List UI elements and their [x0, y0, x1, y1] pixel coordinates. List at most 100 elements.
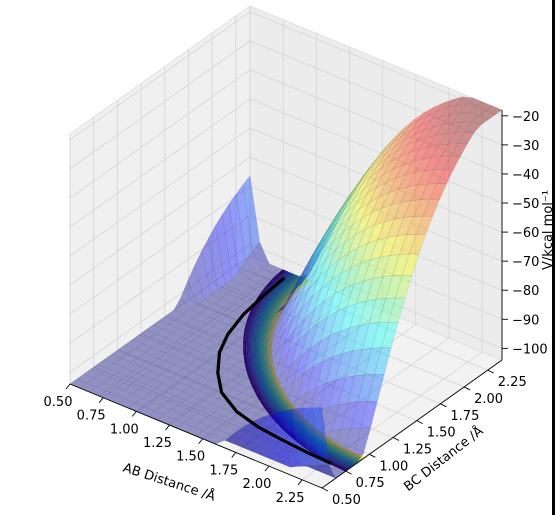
surface-patch	[396, 134, 414, 152]
contour-line	[262, 276, 360, 463]
contour-line	[263, 277, 361, 462]
surface-patch	[303, 249, 321, 277]
surface-patch	[295, 425, 313, 435]
surface-patch	[331, 197, 349, 224]
surface-patch	[259, 418, 277, 428]
contour-line	[257, 274, 356, 465]
surface-patch	[475, 101, 493, 112]
surface-patch	[293, 346, 312, 382]
surface-patch	[435, 122, 453, 136]
surface-patch	[208, 389, 226, 399]
surface-patch	[183, 308, 201, 319]
surface-patch	[273, 408, 291, 418]
surface-patch	[234, 392, 252, 402]
y-tick-label: 1.25	[403, 442, 432, 457]
surface-patch	[348, 374, 366, 404]
surface-patch	[349, 173, 367, 198]
surface-patch	[252, 314, 270, 324]
energy-surface	[69, 96, 503, 479]
surface-patch	[415, 215, 434, 235]
surface-patch	[227, 342, 245, 353]
surface-patch	[256, 409, 274, 419]
surface-patch	[451, 111, 470, 124]
surface-patch	[336, 283, 355, 312]
surface-patch	[448, 103, 467, 116]
y-tick	[440, 403, 447, 408]
grid-z-left	[69, 244, 251, 373]
surface-patch	[250, 445, 269, 456]
y-tick-label: 2.25	[498, 375, 527, 390]
surface-patch	[375, 275, 393, 300]
surface-patch	[294, 267, 312, 290]
surface-patch	[206, 303, 225, 313]
y-axis-line	[321, 359, 503, 489]
surface-patch	[210, 343, 229, 354]
surface-patch	[142, 370, 161, 380]
surface-patch	[417, 169, 435, 186]
surface-patch	[255, 377, 273, 388]
surface-patch	[266, 332, 284, 365]
surface-patch	[180, 280, 198, 310]
surface-patch	[276, 318, 294, 354]
surface-patch	[285, 421, 304, 431]
surface-patch	[385, 274, 403, 299]
surface-patch	[446, 96, 464, 109]
y-tick-label: 0.75	[356, 476, 385, 491]
surface-patch	[237, 401, 255, 411]
surface-patch	[339, 202, 357, 227]
surface-patch	[116, 367, 135, 377]
surface-patch	[301, 248, 318, 279]
surface-patch	[220, 347, 238, 358]
surface-patch	[196, 299, 215, 309]
surface-patch	[432, 114, 450, 128]
surface-patch	[321, 211, 339, 239]
surface-patch	[134, 397, 153, 408]
x-tick	[231, 452, 237, 458]
surface-patch	[288, 317, 306, 351]
surface-patch	[224, 388, 243, 398]
surface-patch	[284, 278, 302, 311]
surface-patch	[192, 367, 211, 377]
surface-patch	[346, 280, 364, 308]
surface-patch	[249, 305, 268, 315]
surface-patch	[417, 106, 435, 122]
surface-patch	[306, 240, 324, 270]
grid-y-floor	[188, 299, 441, 405]
surface-patch	[280, 295, 298, 329]
surface-patch	[418, 135, 436, 150]
surface-patch	[377, 219, 395, 241]
surface-patch	[396, 216, 414, 237]
surface-patch	[461, 111, 479, 123]
surface-patch	[291, 264, 309, 296]
surface-patch	[407, 112, 425, 129]
surface-patch	[250, 391, 269, 401]
surface-patch	[305, 287, 323, 318]
surface-patch	[239, 355, 258, 366]
surface-patch	[375, 168, 394, 189]
surface-patch	[419, 183, 438, 200]
surface-patch	[374, 347, 392, 375]
grid-z-right	[249, 40, 503, 146]
surface-patch	[226, 365, 244, 376]
surface-patch	[237, 292, 255, 302]
surface-patch	[354, 347, 373, 376]
x-tick-label: 1.75	[209, 463, 238, 478]
surface-patch	[248, 382, 266, 392]
surface-patch	[360, 401, 378, 429]
contour-line	[268, 279, 364, 460]
surface-patch	[173, 297, 191, 315]
surface-patch	[190, 304, 208, 314]
contour-line	[249, 271, 351, 469]
surface-patch	[131, 388, 150, 399]
surface-patch	[320, 222, 338, 250]
surface-patch	[298, 307, 316, 341]
surface-patch	[336, 450, 355, 460]
surface-patch	[224, 432, 243, 448]
surface-patch	[115, 389, 133, 400]
surface-patch	[465, 97, 484, 108]
surface-patch	[349, 300, 367, 329]
surface-patch	[253, 400, 272, 410]
z-tick-label: −50	[512, 197, 539, 212]
surface-patch	[287, 276, 305, 295]
